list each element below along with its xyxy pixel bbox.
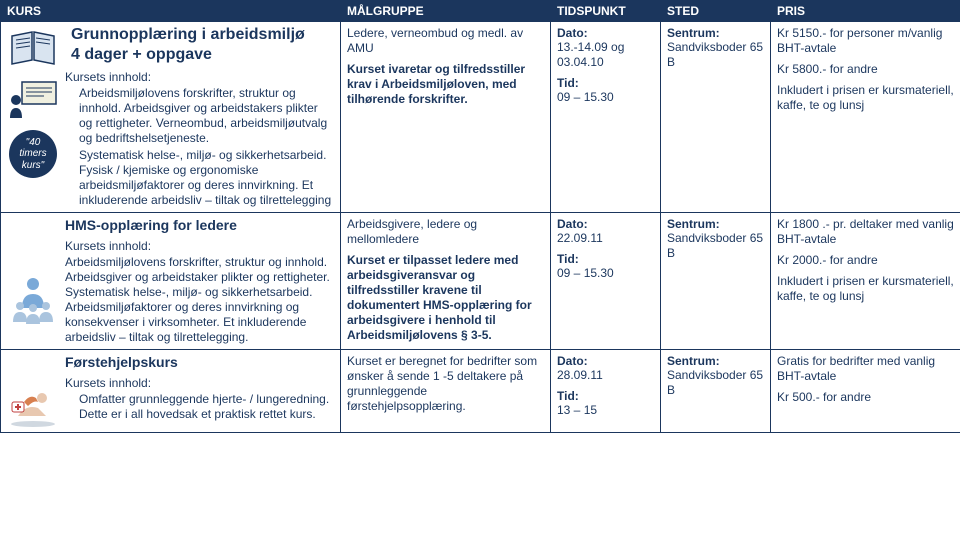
badge-line: "40 (19, 137, 46, 149)
first-aid-icon (8, 384, 58, 428)
mal-bold: Kurset ivaretar og tilfredsstiller krav … (347, 62, 544, 107)
kurs-cell: Førstehjelpskurs Kursets innhold: Omfatt… (1, 350, 341, 433)
pris-text: Inkludert i prisen er kursmateriell, kaf… (777, 274, 954, 304)
mal-bold: Kurset er tilpasset ledere med arbeidsgi… (347, 253, 544, 343)
tid-value: 13 – 15 (557, 403, 654, 418)
sted-cell: Sentrum: Sandviks­boder 65 B (661, 350, 771, 433)
innhold-body: Omfatter grunnleggende hjerte- / lungere… (65, 392, 334, 422)
table-header-row: KURS MÅLGRUPPE TIDSPUNKT STED PRIS (1, 1, 960, 22)
pris-cell: Kr 5150.- for personer m/vanlig BHT-avta… (771, 22, 960, 213)
badge-line: kurs" (19, 160, 46, 172)
sted-label: Sentrum: (667, 217, 764, 231)
sted-label: Sentrum: (667, 354, 764, 368)
kurs-cell: "40 timers kurs" Grunnopplæring i arbeid… (1, 22, 341, 213)
malgruppe-cell: Ledere, verneombud og medl. av AMU Kurse… (341, 22, 551, 213)
pris-text: Kr 5150.- for personer m/vanlig BHT-avta… (777, 26, 954, 56)
innhold-body: Arbeidsmiljølovens forskrifter, struktur… (65, 86, 334, 146)
course-title: HMS-opplæring for ledere (65, 217, 334, 233)
person-board-icon (8, 78, 58, 122)
course-title: Grunnopplæring i arbeidsmiljø (65, 26, 334, 44)
malgruppe-cell: Kurset er beregnet for bedrifter som øns… (341, 350, 551, 433)
dato-label: Dato: (557, 217, 654, 231)
innhold-body: Arbeidsmiljølovens forskrifter, struktur… (65, 255, 334, 345)
sted-cell: Sentrum: Sandviks­boder 65 B (661, 213, 771, 350)
pris-cell: Kr 1800 .- pr. deltaker med vanlig BHT-a… (771, 213, 960, 350)
col-malgruppe-header: MÅLGRUPPE (341, 1, 551, 22)
badge-line: timers (19, 148, 46, 160)
col-tidspunkt-header: TIDSPUNKT (551, 1, 661, 22)
tid-value: 09 – 15.30 (557, 266, 654, 281)
sted-value: Sandviks­boder 65 B (667, 40, 764, 70)
book-icon (8, 26, 58, 70)
table-row: "40 timers kurs" Grunnopplæring i arbeid… (1, 22, 960, 213)
sted-cell: Sentrum: Sandviks­boder 65 B (661, 22, 771, 213)
table-row: HMS-opplæring for ledere Kursets innhold… (1, 213, 960, 350)
tid-label: Tid: (557, 252, 654, 266)
tid-value: 09 – 15.30 (557, 90, 654, 105)
dato-label: Dato: (557, 354, 654, 368)
mal-text: Arbeidsgivere, ledere og mellomledere (347, 217, 544, 247)
col-sted-header: STED (661, 1, 771, 22)
dato-value: 22.09.11 (557, 231, 654, 246)
innhold-label: Kursets innhold: (65, 376, 334, 390)
tidspunkt-cell: Dato: 22.09.11 Tid: 09 – 15.30 (551, 213, 661, 350)
dato-label: Dato: (557, 26, 654, 40)
tidspunkt-cell: Dato: 28.09.11 Tid: 13 – 15 (551, 350, 661, 433)
hours-badge: "40 timers kurs" (9, 130, 57, 178)
col-pris-header: PRIS (771, 1, 960, 22)
innhold-body: Systematisk helse-, miljø- og sikkerhets… (65, 148, 334, 208)
pris-text: Gratis for bedrifter med vanlig BHT-avta… (777, 354, 954, 384)
pris-text: Kr 1800 .- pr. deltaker med vanlig BHT-a… (777, 217, 954, 247)
mal-text: Ledere, verneombud og medl. av AMU (347, 26, 544, 56)
pris-text: Kr 500.- for andre (777, 390, 954, 405)
mal-text: Kurset er beregnet for bedrifter som øns… (347, 354, 544, 414)
leader-icon (8, 277, 58, 321)
tidspunkt-cell: Dato: 13.-14.09 og 03.04.10 Tid: 09 – 15… (551, 22, 661, 213)
col-kurs-header: KURS (1, 1, 341, 22)
course-subtitle: 4 dager + oppgave (65, 46, 334, 64)
sted-label: Sentrum: (667, 26, 764, 40)
pris-text: Inkludert i prisen er kursmateriell, kaf… (777, 83, 954, 113)
pris-text: Kr 2000.- for andre (777, 253, 954, 268)
innhold-label: Kursets innhold: (65, 70, 334, 84)
pris-text: Kr 5800.- for andre (777, 62, 954, 77)
kurs-cell: HMS-opplæring for ledere Kursets innhold… (1, 213, 341, 350)
course-table: KURS MÅLGRUPPE TIDSPUNKT STED PRIS (0, 0, 960, 433)
course-title: Førstehjelpskurs (65, 354, 334, 370)
sted-value: Sandviks­boder 65 B (667, 368, 764, 398)
tid-label: Tid: (557, 389, 654, 403)
sted-value: Sandviks­boder 65 B (667, 231, 764, 261)
dato-value: 13.-14.09 og 03.04.10 (557, 40, 654, 70)
innhold-label: Kursets innhold: (65, 239, 334, 253)
malgruppe-cell: Arbeidsgivere, ledere og mellomledere Ku… (341, 213, 551, 350)
table-row: Førstehjelpskurs Kursets innhold: Omfatt… (1, 350, 960, 433)
dato-value: 28.09.11 (557, 368, 654, 383)
pris-cell: Gratis for bedrifter med vanlig BHT-avta… (771, 350, 960, 433)
tid-label: Tid: (557, 76, 654, 90)
